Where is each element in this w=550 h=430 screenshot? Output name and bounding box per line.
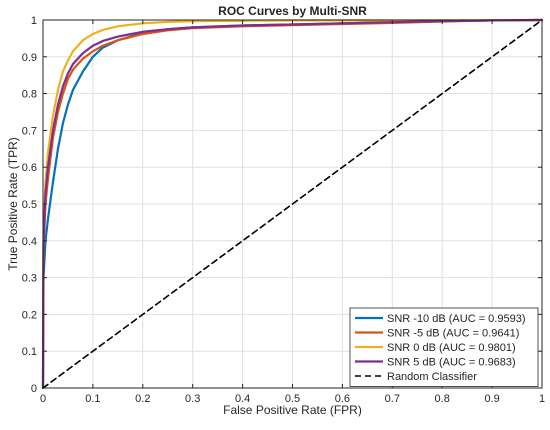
- x-tick-label: 0.5: [285, 393, 300, 405]
- y-axis-label: True Positive Rate (TPR): [6, 137, 20, 271]
- x-tick-label: 0.1: [85, 393, 100, 405]
- y-tick-label: 0.9: [22, 52, 37, 64]
- x-tick-label: 0.4: [235, 393, 250, 405]
- y-tick-label: 0.1: [22, 346, 37, 358]
- x-tick-label: 0.6: [335, 393, 350, 405]
- x-tick-label: 0.8: [435, 393, 450, 405]
- x-tick-label: 1: [539, 393, 545, 405]
- x-tick-label: 0.7: [385, 393, 400, 405]
- y-tick-label: 0.2: [22, 309, 37, 321]
- y-tick-label: 0: [31, 383, 37, 395]
- tick-labels: 0 0.1 0.2 0.3 0.4 0.5 0.6 0.7 0.8 0.9 1 0 0.1 0.2 0.3 0…: [22, 15, 545, 405]
- legend-entry-3: SNR 5 dB (AUC = 0.9683): [387, 357, 516, 369]
- series-line-4: [42, 19, 543, 389]
- series-line-2: [41, 18, 544, 390]
- legend-entry-1: SNR -5 dB (AUC = 0.9641): [387, 328, 519, 340]
- x-tick-label: 0: [40, 393, 46, 405]
- series-lines: [41, 18, 544, 390]
- legend: SNR -10 dB (AUC = 0.9593) SNR -5 dB (AUC …: [349, 307, 539, 387]
- axes: [42, 19, 543, 389]
- y-tick-label: 0.4: [22, 236, 37, 248]
- x-tick-label: 0.3: [185, 393, 200, 405]
- y-tick-label: 0.8: [22, 89, 37, 101]
- y-tick-label: 1: [31, 15, 37, 27]
- x-axis-label: False Positive Rate (FPR): [223, 403, 362, 417]
- legend-entry-2: SNR 0 dB (AUC = 0.9801): [387, 342, 516, 354]
- x-tick-label: 0.9: [484, 393, 499, 405]
- y-tick-label: 0.3: [22, 273, 37, 285]
- chart-title: ROC Curves by Multi-SNR: [218, 4, 367, 18]
- y-tick-label: 0.5: [22, 199, 37, 211]
- legend-entry-4: Random Classifier: [387, 371, 477, 383]
- x-tick-label: 0.2: [135, 393, 150, 405]
- y-tick-label: 0.7: [22, 125, 37, 137]
- y-tick-label: 0.6: [22, 162, 37, 174]
- legend-entry-0: SNR -10 dB (AUC = 0.9593): [387, 313, 525, 325]
- series-line-3: [41, 18, 544, 390]
